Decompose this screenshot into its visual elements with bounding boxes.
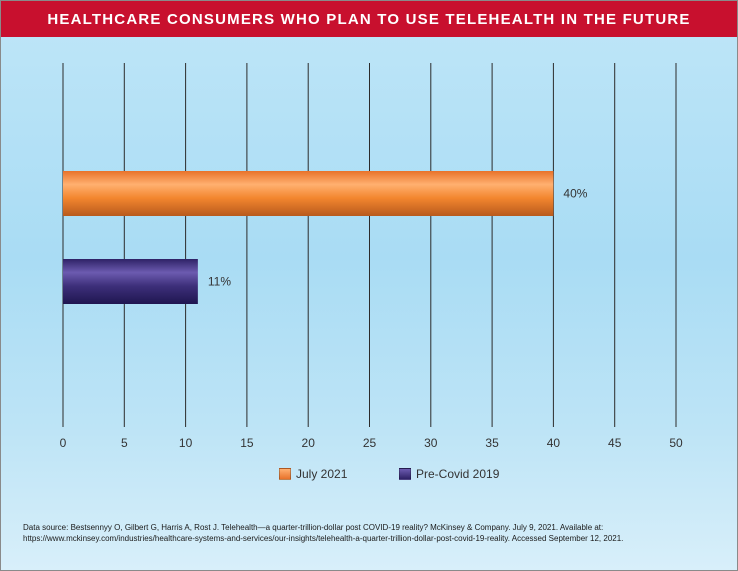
legend: July 2021 Pre-Covid 2019 xyxy=(1,467,737,485)
x-tick-label: 10 xyxy=(179,436,193,450)
bar-chart: 0 5 10 15 20 25 30 35 40 45 50 40% 11% xyxy=(60,63,683,450)
legend-item-pre-covid-2019: Pre-Covid 2019 xyxy=(399,467,499,481)
bar-value-label: 40% xyxy=(563,187,587,201)
bar-july-2021 xyxy=(63,171,554,216)
x-tick-label: 30 xyxy=(424,436,438,450)
x-tick-label: 35 xyxy=(485,436,499,450)
legend-swatch-purple xyxy=(399,468,411,480)
x-tick-label: 15 xyxy=(240,436,254,450)
x-tick-label: 5 xyxy=(121,436,128,450)
bar-pre-covid-2019 xyxy=(63,259,198,304)
x-tick-label: 40 xyxy=(547,436,561,450)
chart-title: HEALTHCARE CONSUMERS WHO PLAN TO USE TEL… xyxy=(1,1,737,37)
legend-label: Pre-Covid 2019 xyxy=(416,467,500,481)
bar-value-label: 11% xyxy=(208,275,231,289)
x-tick-label: 25 xyxy=(363,436,377,450)
x-tick-label: 0 xyxy=(60,436,67,450)
legend-swatch-orange xyxy=(279,468,291,480)
x-tick-label: 50 xyxy=(669,436,683,450)
legend-item-july-2021: July 2021 xyxy=(279,467,347,481)
x-tick-label: 45 xyxy=(608,436,622,450)
legend-label: July 2021 xyxy=(296,467,348,481)
data-source-note: Data source: Bestsennyy O, Gilbert G, Ha… xyxy=(23,523,624,543)
x-tick-label: 20 xyxy=(302,436,316,450)
